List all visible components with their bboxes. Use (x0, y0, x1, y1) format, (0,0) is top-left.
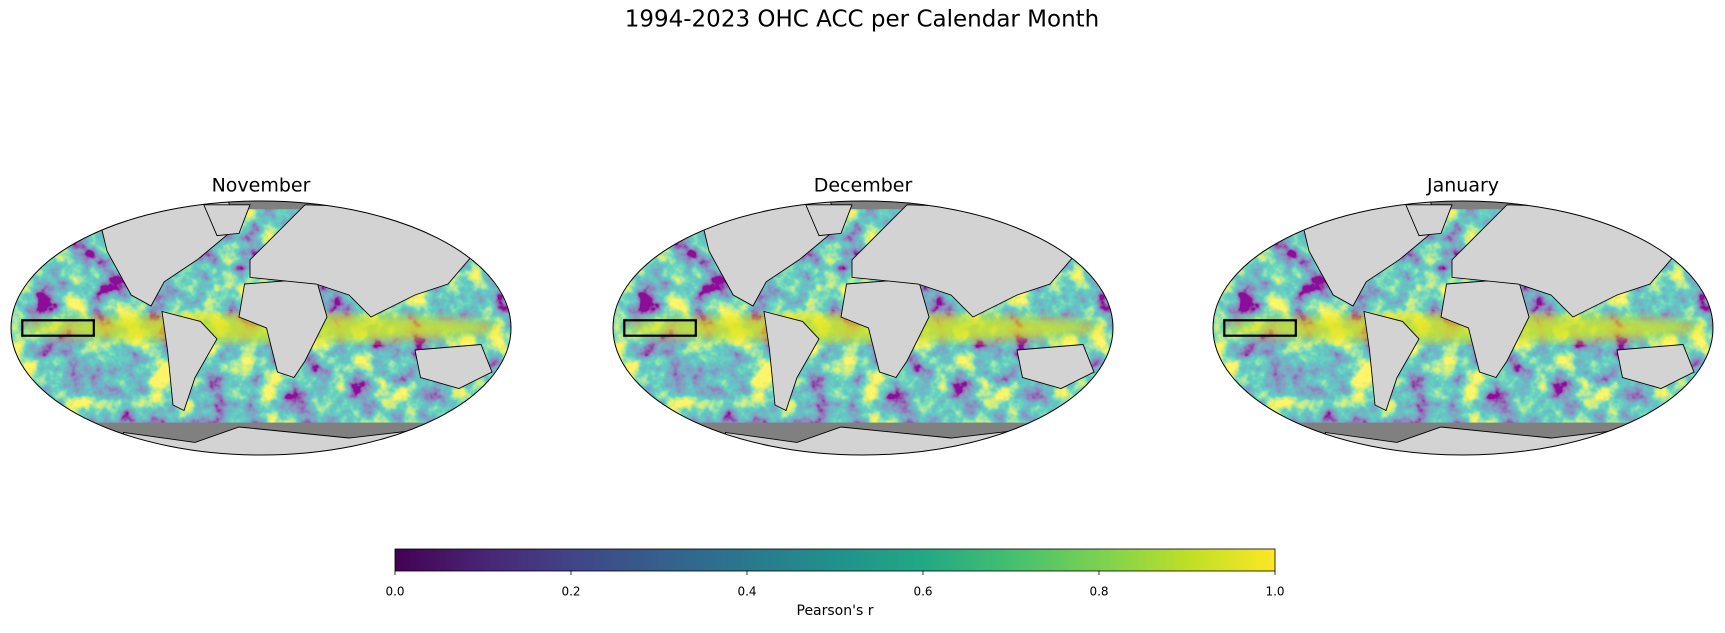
colorbar-tick-label: 1.0 (1265, 585, 1284, 599)
panel-title: January (1426, 175, 1499, 197)
panel-title: November (212, 175, 311, 197)
map (0, 198, 525, 458)
colorbar-tick-label: 0.2 (561, 585, 580, 599)
colorbar-label: Pearson's r (797, 603, 874, 619)
colorbar-tick-label: 0.4 (737, 585, 756, 599)
panel-title: December (814, 175, 913, 197)
figure-title: 1994-2023 OHC ACC per Calendar Month (625, 7, 1100, 33)
colorbar (394, 548, 1276, 572)
colorbar-tick-label: 0.0 (385, 585, 404, 599)
map (1199, 198, 1725, 458)
colorbar-tick-label: 0.6 (913, 585, 932, 599)
map (599, 198, 1127, 458)
colorbar-tick-label: 0.8 (1089, 585, 1108, 599)
